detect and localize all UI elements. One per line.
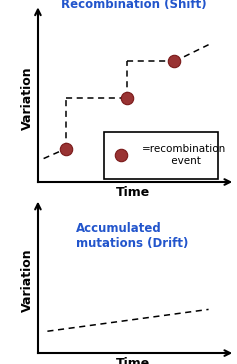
Y-axis label: Variation: Variation	[21, 67, 34, 130]
Text: =recombination
         event: =recombination event	[142, 145, 226, 166]
Point	[125, 95, 129, 101]
Point	[64, 146, 68, 151]
Text: Accumulated
mutations (Drift): Accumulated mutations (Drift)	[76, 222, 188, 250]
Point	[173, 59, 176, 64]
FancyBboxPatch shape	[104, 132, 218, 179]
Text: Recombination (Shift): Recombination (Shift)	[61, 0, 206, 11]
X-axis label: Time: Time	[116, 186, 150, 199]
Y-axis label: Variation: Variation	[21, 249, 34, 312]
X-axis label: Time: Time	[116, 357, 150, 364]
Point	[119, 152, 123, 158]
